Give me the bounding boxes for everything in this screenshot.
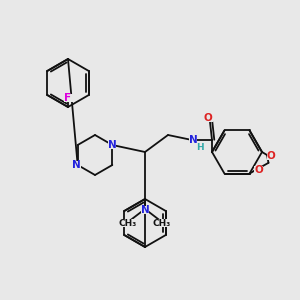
Text: O: O	[267, 151, 275, 161]
Text: O: O	[254, 165, 263, 175]
Text: N: N	[108, 140, 117, 150]
Bar	[73, 161, 81, 169]
Text: N: N	[189, 135, 197, 145]
Text: CH₃: CH₃	[119, 218, 137, 227]
Text: N: N	[72, 160, 81, 170]
Text: H: H	[196, 142, 204, 152]
Bar	[64, 94, 73, 102]
Bar	[154, 219, 170, 227]
Text: N: N	[141, 205, 149, 215]
Bar	[254, 166, 263, 174]
Bar	[141, 206, 149, 214]
Bar	[203, 114, 212, 122]
Bar	[189, 136, 197, 144]
Text: O: O	[204, 113, 212, 123]
Bar	[196, 143, 203, 151]
Text: F: F	[64, 93, 72, 103]
Text: CH₃: CH₃	[153, 218, 171, 227]
Bar	[120, 219, 136, 227]
Bar	[266, 152, 275, 160]
Bar	[108, 141, 116, 149]
